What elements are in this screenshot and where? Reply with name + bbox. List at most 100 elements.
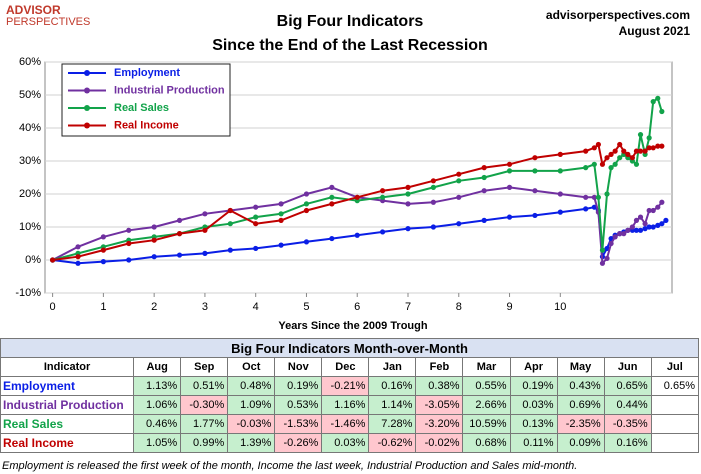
cell: 0.53%: [274, 395, 323, 415]
cell: [650, 433, 700, 453]
data-point: [430, 178, 436, 184]
data-point: [481, 165, 487, 171]
cell: 0.55%: [462, 376, 511, 396]
y-tick-label: 0%: [25, 254, 41, 266]
footnote: Employment is released the first week of…: [2, 460, 578, 472]
logo: ADVISOR: [6, 3, 61, 17]
column-header: Aug: [133, 357, 182, 377]
cell: 0.03%: [321, 433, 370, 453]
chart-subtitle: Since the End of the Last Recession: [212, 37, 488, 54]
data-point: [650, 207, 656, 214]
data-point: [456, 178, 462, 184]
y-tick-label: 30%: [19, 155, 41, 167]
data-point: [405, 226, 411, 232]
data-point: [642, 226, 648, 232]
data-point: [625, 151, 631, 157]
table: Big Four Indicators Month-over-Month Indi…: [0, 338, 700, 453]
data-point: [617, 231, 623, 237]
x-tick-label: 6: [354, 301, 360, 313]
column-header: Mar: [462, 357, 511, 377]
column-header: Jun: [603, 357, 652, 377]
data-point: [303, 207, 310, 214]
cell: 0.16%: [368, 376, 417, 396]
data-point: [253, 204, 259, 210]
cell: -3.20%: [415, 414, 464, 434]
legend-marker: [84, 70, 90, 76]
data-point: [430, 224, 436, 230]
legend-marker: [84, 122, 90, 129]
data-point: [646, 135, 652, 141]
data-point: [278, 242, 284, 248]
data-point: [591, 161, 597, 167]
data-point: [633, 161, 640, 167]
column-header: Dec: [321, 357, 370, 377]
x-tick-label: 9: [506, 301, 512, 313]
x-tick-label: 3: [202, 301, 208, 313]
cell: -0.35%: [603, 414, 652, 434]
data-point: [329, 235, 335, 242]
data-point: [642, 221, 648, 227]
data-point: [176, 231, 183, 237]
data-point: [176, 252, 183, 258]
data-point: [595, 141, 601, 148]
data-point: [303, 191, 310, 197]
data-point: [532, 188, 538, 194]
data-point: [604, 245, 610, 252]
cell: 1.39%: [227, 433, 276, 453]
cell: -2.35%: [556, 414, 605, 434]
data-point: [405, 184, 411, 190]
data-point: [595, 194, 601, 200]
cell: -0.02%: [415, 433, 464, 453]
cell: -1.53%: [274, 414, 323, 434]
column-header: May: [556, 357, 605, 377]
data-point: [650, 99, 656, 105]
data-point: [100, 259, 106, 265]
data-point: [557, 191, 563, 197]
data-point: [655, 222, 661, 228]
data-point: [604, 255, 610, 261]
cell: 1.05%: [133, 433, 182, 453]
table-title: Big Four Indicators Month-over-Month: [0, 338, 699, 358]
data-point: [405, 191, 411, 197]
legend-label: Real Sales: [114, 102, 169, 114]
x-tick-label: 4: [253, 301, 259, 313]
data-point: [659, 199, 665, 205]
data-point: [126, 227, 132, 233]
data-point: [599, 260, 606, 266]
data-point: [621, 148, 627, 154]
data-point: [176, 217, 183, 223]
x-tick-label: 2: [151, 301, 157, 313]
data-point: [227, 247, 233, 253]
cell: 0.11%: [509, 433, 558, 453]
data-point: [629, 155, 636, 161]
data-point: [202, 227, 208, 233]
cell: 0.03%: [509, 395, 558, 415]
data-point: [599, 161, 606, 167]
data-point: [608, 165, 614, 171]
data-point: [75, 260, 81, 266]
data-point: [650, 145, 656, 151]
data-point: [532, 212, 538, 219]
data-point: [430, 184, 436, 190]
data-point: [278, 217, 284, 223]
row-name: Real Income: [0, 433, 135, 453]
site: advisorperspectives.com: [546, 8, 690, 22]
data-point: [604, 191, 610, 197]
cell: 0.19%: [274, 376, 323, 396]
data-point: [303, 201, 310, 207]
table-row: Real Income 1.05% 0.99% 1.39% -0.26% 0.03% -0.…: [0, 433, 700, 453]
data-point: [354, 232, 360, 238]
legend-label: Employment: [114, 67, 180, 79]
data-point: [612, 234, 618, 240]
data-point: [456, 194, 462, 200]
cell: 0.16%: [603, 433, 652, 453]
data-point: [617, 141, 623, 148]
data-point: [608, 240, 614, 247]
data-point: [227, 221, 233, 227]
data-point: [380, 229, 386, 235]
data-point: [646, 224, 652, 230]
data-point: [655, 95, 661, 101]
data-point: [612, 148, 618, 154]
data-point: [329, 201, 335, 207]
